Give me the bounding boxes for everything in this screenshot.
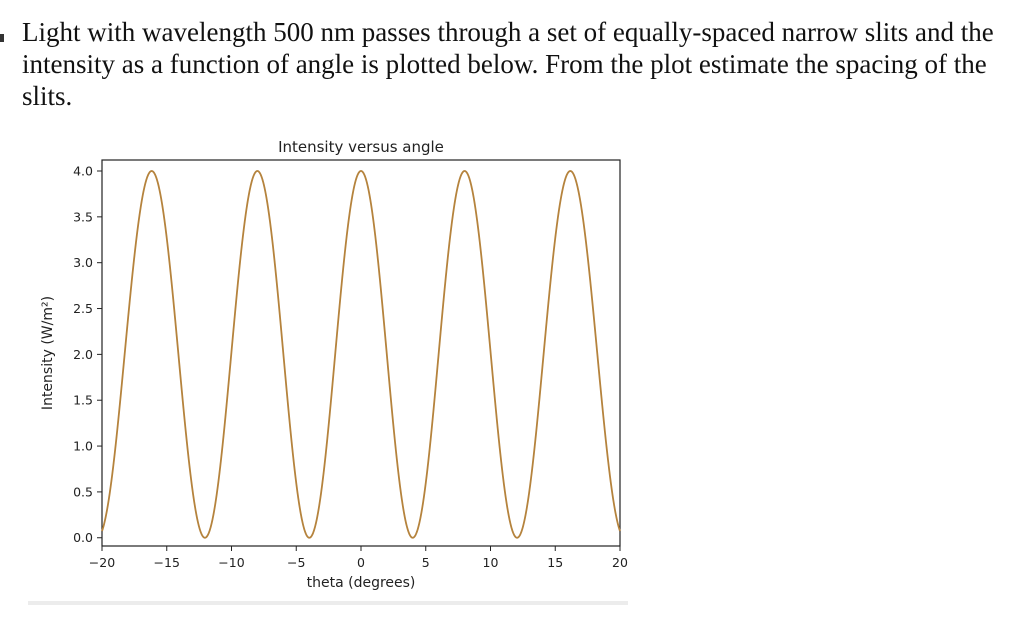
x-tick-label: 10 bbox=[483, 555, 499, 570]
x-tick-label: −5 bbox=[287, 555, 305, 570]
y-tick-label: 4.0 bbox=[73, 164, 93, 179]
y-tick-label: 1.0 bbox=[73, 439, 93, 454]
margin-mark bbox=[0, 34, 4, 42]
x-tick-label: 5 bbox=[422, 555, 430, 570]
y-axis-label: Intensity (W/m²) bbox=[40, 296, 56, 410]
y-tick-label: 3.5 bbox=[73, 209, 93, 224]
x-tick-label: 0 bbox=[357, 555, 365, 570]
x-tick-label: −10 bbox=[218, 555, 244, 570]
y-tick-label: 2.5 bbox=[73, 301, 93, 316]
x-axis-label: theta (degrees) bbox=[307, 575, 416, 591]
x-tick-label: 20 bbox=[612, 555, 628, 570]
y-tick-label: 0.5 bbox=[73, 484, 93, 499]
y-tick-label: 3.0 bbox=[73, 255, 93, 270]
x-tick-label: 15 bbox=[547, 555, 563, 570]
question-text: Light with wavelength 500 nm passes thro… bbox=[22, 17, 994, 111]
x-tick-label: −20 bbox=[89, 555, 115, 570]
y-tick-label: 1.5 bbox=[73, 393, 93, 408]
chart-title: Intensity versus angle bbox=[278, 138, 444, 156]
y-tick-label: 0.0 bbox=[73, 530, 93, 545]
bottom-divider bbox=[28, 601, 628, 605]
plot-frame bbox=[101, 159, 621, 547]
intensity-curve bbox=[101, 170, 621, 539]
y-tick-label: 2.0 bbox=[73, 347, 93, 362]
x-tick-label: −15 bbox=[154, 555, 180, 570]
